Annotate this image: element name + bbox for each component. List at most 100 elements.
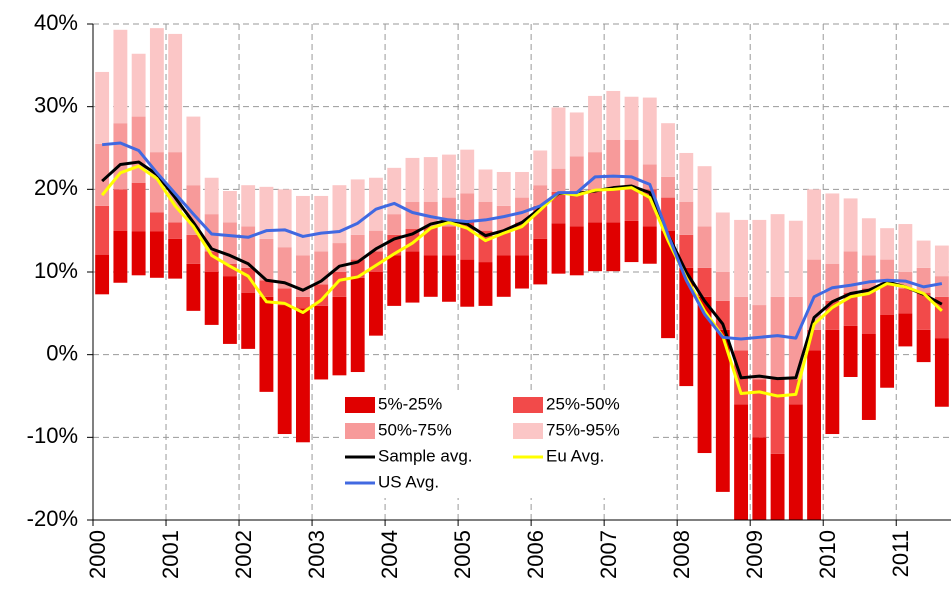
lines [100,141,943,398]
bar-segment [898,313,913,347]
bar-segment [387,255,402,306]
y-tick-label: -20% [27,506,78,531]
bar-segment [861,334,876,420]
bar-segment [460,259,475,307]
bar-segment [752,219,767,306]
x-tick-label: 2009 [742,530,767,579]
bar-segment [168,222,183,239]
bar-segment [149,28,164,153]
legend-label: Sample avg. [378,446,473,465]
y-tick-label: 0% [46,340,78,365]
bar-segment [387,214,402,235]
bar-segment [496,171,511,206]
bar-segment [934,338,949,407]
bar-segment [606,187,621,223]
bar-segment [533,238,548,285]
bar-segment [496,255,511,297]
bar-segment [533,185,548,206]
legend-label: Eu Avg. [546,446,604,465]
bar-segment [204,272,219,325]
x-tick-label: 2010 [815,530,840,579]
bar-segment [898,288,913,314]
bar-segment [807,350,822,520]
bar-segment [697,166,712,227]
bar-segment [624,96,639,140]
bar-segment [442,226,456,256]
bar-segment [916,240,931,268]
bar-segment [679,234,694,268]
bar-segment [277,305,292,435]
bar-segment [734,219,749,297]
legend-swatch [513,397,543,413]
x-tick-label: 2002 [231,530,256,579]
bar-segment [551,223,566,274]
legend-label: 50%-75% [378,420,452,439]
bar-segment [825,193,840,264]
y-tick-label: -10% [27,423,78,448]
bar-segment [588,189,602,223]
bar-segment [715,300,730,330]
bar-segment [551,191,566,224]
bar-segment [697,267,712,297]
bar-segment [825,263,840,301]
x-tick-label: 2000 [85,530,110,579]
bar-segment [770,379,785,454]
bar-segment [204,177,219,215]
x-tick-label: 2007 [596,530,621,579]
bar-segment [405,251,420,303]
bar-segment [861,288,876,334]
bar-segment [661,176,675,198]
bar-segment [241,292,256,349]
bar-segment [442,255,456,302]
bar-segment [916,329,931,363]
bar-segment [168,238,183,279]
bar-segment [624,139,639,187]
x-tick-label: 2005 [450,530,475,579]
bar-segment [715,329,730,492]
bar-segment [295,296,310,309]
bar-segment [259,296,274,392]
bar-segment [277,189,292,248]
bar-segment [259,280,274,297]
bar-segment [715,212,730,272]
bar-segment [515,171,529,198]
bar-segment [460,193,475,223]
line [100,164,943,398]
bar-segment [642,97,657,165]
line [101,160,943,381]
y-tick-label: 10% [34,258,78,283]
bar-segment [588,222,602,272]
bar-segment [715,272,730,301]
bar-segment [222,190,237,223]
bar-segment [113,230,128,283]
bar-segment [496,230,511,256]
bar-segment [222,276,237,344]
bar-segment [843,198,858,252]
bar-segment [314,195,329,252]
bar-segment [606,139,621,188]
bar-segment [861,218,876,256]
bar-segment [807,189,822,260]
bar-segment [825,329,840,435]
legend-label: 75%-95% [546,420,620,439]
bar-segment [350,277,365,373]
bar-segment [314,305,329,380]
legend-box [340,390,652,498]
legend-swatch [345,423,375,439]
bar-segment [934,245,949,277]
bar-segment [515,197,529,223]
x-tick-label: 2008 [669,530,694,579]
bar-segment [734,404,749,520]
bar-segment [131,53,146,117]
x-tick-label: 2004 [377,530,402,579]
bar-segment [442,154,456,198]
bar-segment [113,29,128,124]
bar-segment [679,201,694,235]
bar-segment [131,182,146,232]
bar-segment [770,296,785,380]
bar-segment [551,107,566,169]
bar-segment [186,116,201,186]
bar-segment [515,255,529,289]
bar-segment [843,251,858,293]
